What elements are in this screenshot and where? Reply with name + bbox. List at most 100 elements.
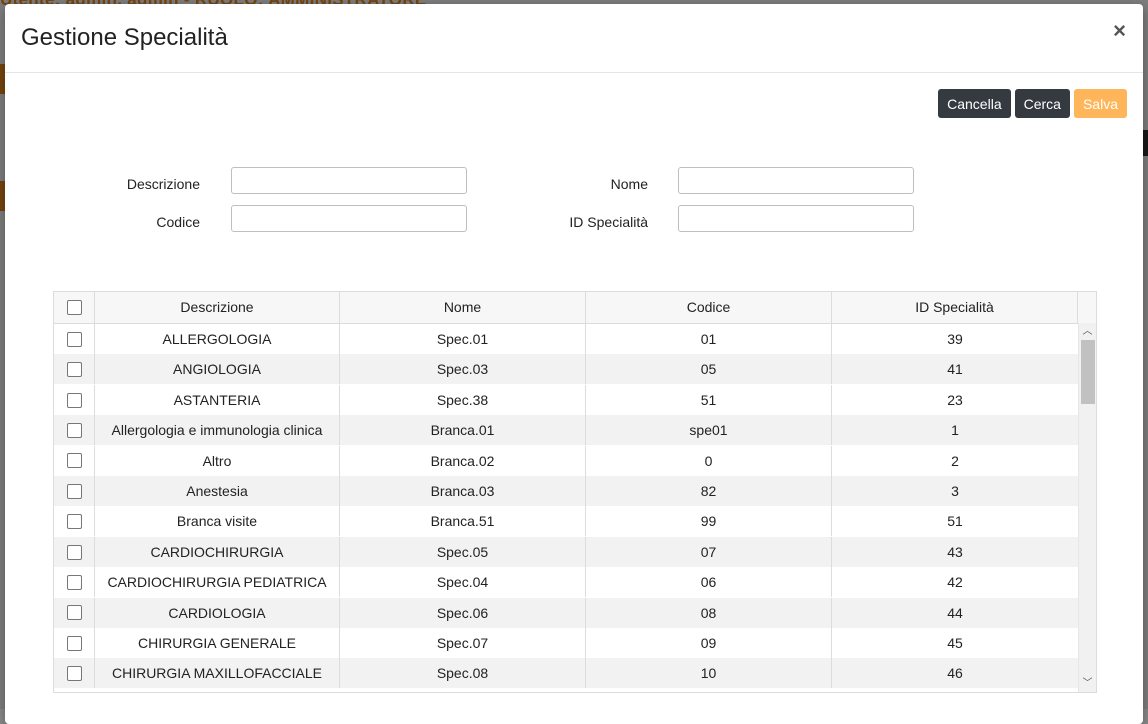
select-all-checkbox[interactable] bbox=[66, 299, 82, 315]
cell-nome: Spec.06 bbox=[340, 597, 586, 628]
scroll-down-icon[interactable]: ﹀ bbox=[1082, 678, 1093, 689]
cell-codice: 51 bbox=[586, 384, 832, 415]
cell-descrizione: Anestesia bbox=[95, 476, 340, 506]
gestione-specialita-modal: Gestione Specialità × Cancella Cerca Sal… bbox=[5, 4, 1143, 724]
scroll-up-icon[interactable]: ︿ bbox=[1082, 326, 1093, 337]
cell-codice: 08 bbox=[586, 597, 832, 628]
cell-descrizione: Branca visite bbox=[95, 506, 340, 537]
table-row[interactable]: CARDIOCHIRURGIA Spec.05 07 43 bbox=[54, 536, 1078, 567]
descrizione-input[interactable] bbox=[231, 167, 467, 194]
cell-codice: 82 bbox=[586, 476, 832, 506]
cell-id-specialita: 2 bbox=[951, 452, 959, 469]
codice-label: Codice bbox=[156, 214, 200, 230]
cell-descrizione: CARDIOLOGIA bbox=[95, 597, 340, 628]
header-nome[interactable]: Nome bbox=[340, 292, 586, 323]
row-checkbox[interactable] bbox=[66, 331, 82, 347]
table-row[interactable]: Altro Branca.02 0 2 bbox=[54, 445, 1078, 476]
cell-nome: Branca.03 bbox=[340, 476, 586, 506]
row-checkbox[interactable] bbox=[66, 666, 82, 682]
row-checkbox[interactable] bbox=[66, 574, 82, 590]
row-select-cell bbox=[54, 567, 95, 598]
cell-id-specialita: 45 bbox=[947, 635, 963, 651]
cell-codice: 10 bbox=[586, 658, 832, 689]
table-row[interactable]: ASTANTERIA Spec.38 51 23 bbox=[54, 384, 1078, 415]
cell-nome: Spec.03 bbox=[340, 354, 586, 385]
row-select-cell bbox=[54, 415, 95, 446]
row-checkbox[interactable] bbox=[66, 635, 82, 651]
table-row[interactable]: Anestesia Branca.03 82 3 bbox=[54, 476, 1078, 506]
cell-nome: Spec.08 bbox=[340, 658, 586, 689]
id-specialita-label: ID Specialità bbox=[569, 214, 648, 230]
cell-codice: 99 bbox=[586, 506, 832, 537]
cell-descrizione: ALLERGOLOGIA bbox=[95, 324, 340, 354]
cell-codice: 05 bbox=[586, 354, 832, 385]
cell-descrizione: CARDIOCHIRURGIA bbox=[95, 536, 340, 567]
header-codice[interactable]: Codice bbox=[586, 292, 832, 323]
id-specialita-input[interactable] bbox=[678, 205, 914, 232]
cell-nome: Branca.51 bbox=[340, 506, 586, 537]
cell-nome: Branca.02 bbox=[340, 445, 586, 476]
cell-id-specialita: 42 bbox=[947, 574, 963, 591]
cell-nome: Spec.04 bbox=[340, 567, 586, 598]
cell-nome: Spec.01 bbox=[340, 324, 586, 354]
row-select-cell bbox=[54, 536, 95, 567]
row-checkbox[interactable] bbox=[66, 362, 82, 378]
cell-descrizione: CARDIOCHIRURGIA PEDIATRICA bbox=[95, 567, 340, 598]
row-select-cell bbox=[54, 354, 95, 385]
row-checkbox[interactable] bbox=[66, 544, 82, 560]
table-header: Descrizione Nome Codice ID Specialità bbox=[54, 292, 1096, 324]
cell-descrizione: CHIRURGIA GENERALE bbox=[95, 628, 340, 658]
row-select-cell bbox=[54, 476, 95, 506]
close-icon[interactable]: × bbox=[1113, 18, 1126, 43]
cell-codice: 0 bbox=[586, 445, 832, 476]
nome-input[interactable] bbox=[678, 167, 914, 194]
row-checkbox[interactable] bbox=[66, 483, 82, 499]
modal-toolbar: Cancella Cerca Salva bbox=[938, 89, 1127, 118]
cell-id-specialita: 46 bbox=[947, 665, 963, 682]
header-descrizione[interactable]: Descrizione bbox=[95, 292, 340, 323]
table-row[interactable]: Allergologia e immunologia clinica Branca… bbox=[54, 415, 1078, 446]
cell-codice: 09 bbox=[586, 628, 832, 658]
cell-id-specialita: 23 bbox=[947, 391, 963, 408]
cell-descrizione: ASTANTERIA bbox=[95, 384, 340, 415]
table-body: ALLERGOLOGIA Spec.01 01 39 ANGIOLOGIA Spec.03… bbox=[54, 324, 1078, 692]
cell-descrizione: CHIRURGIA MAXILLOFACCIALE bbox=[95, 658, 340, 689]
cell-id-specialita: 41 bbox=[947, 361, 963, 378]
table-row[interactable]: ANGIOLOGIA Spec.03 05 41 bbox=[54, 354, 1078, 385]
table-row[interactable]: CHIRURGIA MAXILLOFACCIALE Spec.08 10 46 bbox=[54, 658, 1078, 689]
cell-descrizione: ANGIOLOGIA bbox=[95, 354, 340, 385]
cell-codice: 07 bbox=[586, 536, 832, 567]
header-select-all[interactable] bbox=[54, 292, 95, 323]
row-select-cell bbox=[54, 506, 95, 537]
row-select-cell bbox=[54, 658, 95, 689]
cancel-button[interactable]: Cancella bbox=[938, 89, 1011, 118]
row-select-cell bbox=[54, 597, 95, 628]
cell-codice: 01 bbox=[586, 324, 832, 354]
row-select-cell bbox=[54, 628, 95, 658]
cell-id-specialita: 43 bbox=[947, 543, 963, 560]
row-select-cell bbox=[54, 445, 95, 476]
row-checkbox[interactable] bbox=[66, 392, 82, 408]
table-row[interactable]: CARDIOLOGIA Spec.06 08 44 bbox=[54, 597, 1078, 628]
table-row[interactable]: Branca visite Branca.51 99 51 bbox=[54, 506, 1078, 537]
scroll-thumb[interactable] bbox=[1081, 340, 1095, 404]
table-row[interactable]: CARDIOCHIRURGIA PEDIATRICA Spec.04 06 42 bbox=[54, 567, 1078, 598]
table-scrollbar[interactable]: ︿ ﹀ bbox=[1078, 323, 1096, 692]
row-checkbox[interactable] bbox=[66, 514, 82, 530]
cell-nome: Spec.05 bbox=[340, 536, 586, 567]
cell-nome: Spec.07 bbox=[340, 628, 586, 658]
save-button[interactable]: Salva bbox=[1073, 89, 1127, 118]
cell-id-specialita: 39 bbox=[947, 331, 963, 347]
row-checkbox[interactable] bbox=[66, 453, 82, 469]
row-checkbox[interactable] bbox=[66, 422, 82, 438]
header-id-specialita[interactable]: ID Specialità bbox=[832, 292, 1078, 323]
table-row[interactable]: ALLERGOLOGIA Spec.01 01 39 bbox=[54, 324, 1078, 354]
modal-title: Gestione Specialità bbox=[21, 24, 228, 51]
cell-descrizione: Allergologia e immunologia clinica bbox=[95, 415, 340, 446]
cell-codice: 06 bbox=[586, 567, 832, 598]
codice-input[interactable] bbox=[231, 205, 467, 232]
cell-descrizione: Altro bbox=[95, 445, 340, 476]
search-button[interactable]: Cerca bbox=[1014, 89, 1070, 118]
table-row[interactable]: CHIRURGIA GENERALE Spec.07 09 45 bbox=[54, 628, 1078, 658]
row-checkbox[interactable] bbox=[66, 605, 82, 621]
